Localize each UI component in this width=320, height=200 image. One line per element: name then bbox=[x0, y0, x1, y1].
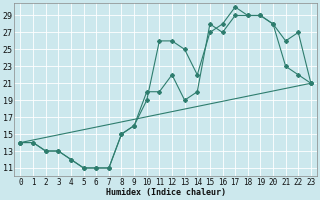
X-axis label: Humidex (Indice chaleur): Humidex (Indice chaleur) bbox=[106, 188, 226, 197]
